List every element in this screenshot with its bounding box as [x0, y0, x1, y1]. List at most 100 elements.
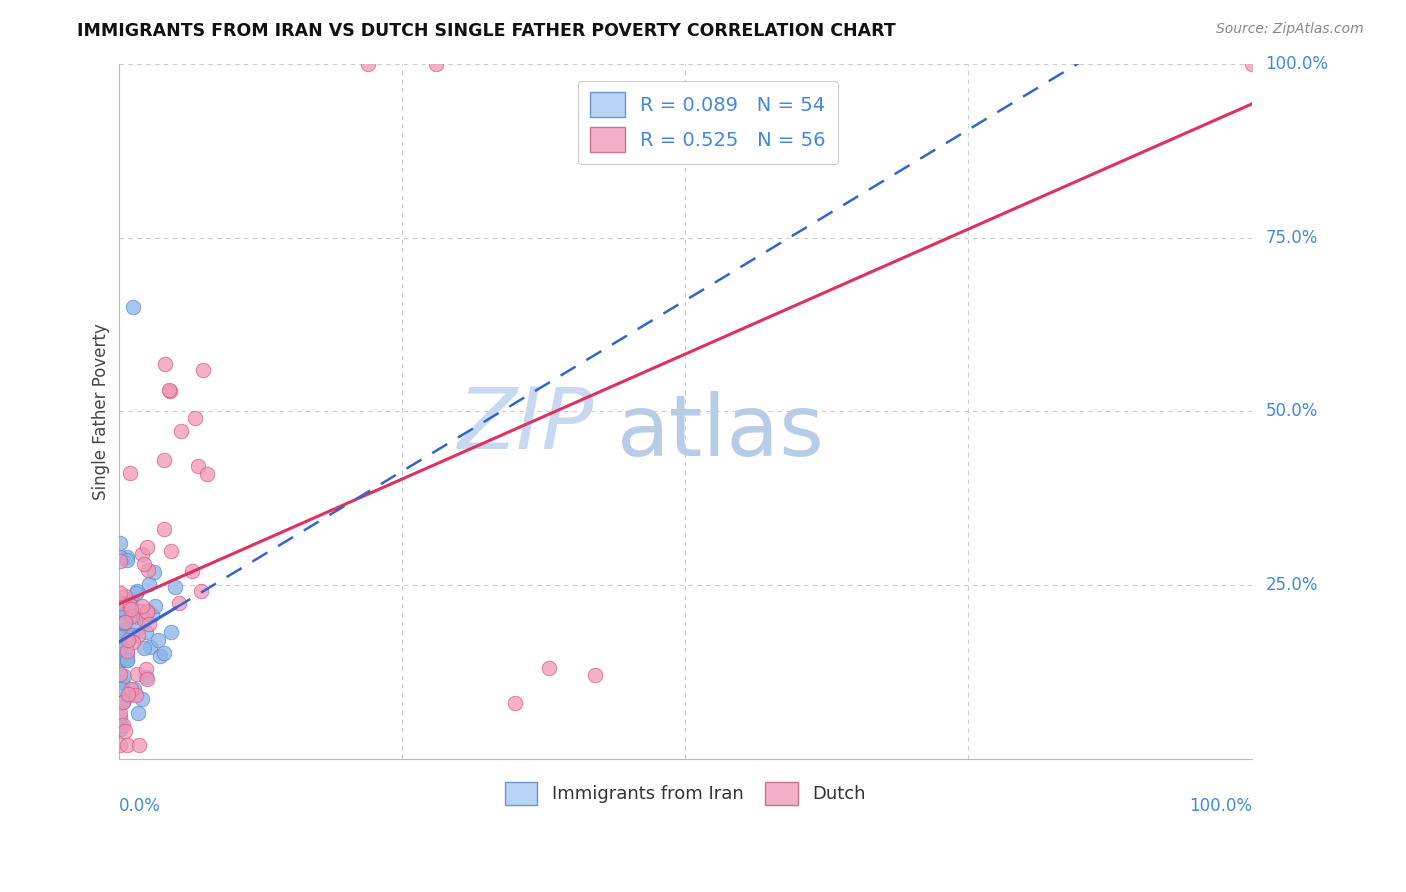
- Point: [153, 453, 176, 467]
- Point: [110, 586, 132, 600]
- Point: [138, 617, 160, 632]
- Text: 100.0%: 100.0%: [1265, 55, 1329, 73]
- Point: [193, 363, 215, 377]
- Point: [112, 669, 135, 683]
- Point: [111, 695, 134, 709]
- Point: [110, 667, 132, 681]
- Point: [136, 605, 159, 619]
- Point: [148, 633, 170, 648]
- Point: [115, 653, 138, 667]
- Point: [187, 458, 209, 473]
- Point: [190, 584, 212, 599]
- Point: [120, 681, 142, 696]
- Point: [115, 644, 138, 658]
- Point: [111, 695, 134, 709]
- Text: 100.0%: 100.0%: [1188, 797, 1251, 815]
- Point: [160, 543, 183, 558]
- Point: [122, 300, 145, 314]
- Point: [153, 357, 176, 371]
- Point: [127, 706, 149, 721]
- Point: [159, 384, 181, 398]
- Point: [120, 599, 142, 613]
- Point: [115, 653, 138, 667]
- Point: [121, 628, 143, 642]
- Point: [118, 597, 141, 611]
- Point: [125, 688, 148, 702]
- Point: [135, 604, 157, 618]
- Point: [128, 738, 150, 752]
- Point: [111, 615, 134, 630]
- Point: [121, 608, 143, 623]
- Point: [110, 710, 132, 724]
- Point: [121, 635, 143, 649]
- Text: ZIP: ZIP: [458, 384, 595, 467]
- Point: [135, 672, 157, 686]
- Point: [136, 541, 159, 555]
- Point: [108, 549, 131, 564]
- Point: [195, 467, 218, 482]
- Point: [124, 610, 146, 624]
- Point: [131, 547, 153, 561]
- Point: [425, 57, 447, 71]
- Point: [538, 661, 561, 675]
- Point: [111, 601, 134, 615]
- Y-axis label: Single Father Poverty: Single Father Poverty: [93, 323, 110, 500]
- Point: [108, 722, 131, 736]
- Point: [111, 623, 134, 637]
- Text: IMMIGRANTS FROM IRAN VS DUTCH SINGLE FATHER POVERTY CORRELATION CHART: IMMIGRANTS FROM IRAN VS DUTCH SINGLE FAT…: [77, 22, 896, 40]
- Point: [152, 522, 174, 536]
- Point: [357, 57, 380, 71]
- Text: atlas: atlas: [617, 391, 825, 474]
- Point: [115, 550, 138, 565]
- Point: [153, 646, 176, 660]
- Point: [108, 638, 131, 652]
- Point: [108, 637, 131, 651]
- Point: [111, 718, 134, 732]
- Point: [110, 719, 132, 733]
- Point: [110, 706, 132, 720]
- Point: [149, 649, 172, 664]
- Point: [138, 577, 160, 591]
- Point: [114, 589, 136, 603]
- Point: [125, 583, 148, 598]
- Point: [141, 608, 163, 623]
- Point: [131, 691, 153, 706]
- Point: [110, 536, 132, 550]
- Point: [108, 597, 131, 611]
- Point: [120, 602, 142, 616]
- Point: [160, 625, 183, 640]
- Point: [111, 675, 134, 690]
- Point: [122, 681, 145, 696]
- Point: [117, 687, 139, 701]
- Text: 75.0%: 75.0%: [1265, 229, 1317, 247]
- Point: [132, 614, 155, 628]
- Point: [114, 609, 136, 624]
- Text: 0.0%: 0.0%: [118, 797, 160, 815]
- Point: [127, 628, 149, 642]
- Point: [118, 466, 141, 480]
- Point: [115, 553, 138, 567]
- Point: [125, 666, 148, 681]
- Point: [115, 738, 138, 752]
- Point: [134, 641, 156, 656]
- Point: [112, 651, 135, 665]
- Point: [135, 670, 157, 684]
- Point: [181, 565, 204, 579]
- Point: [131, 599, 153, 613]
- Point: [114, 607, 136, 621]
- Point: [157, 383, 180, 397]
- Point: [108, 738, 131, 752]
- Point: [583, 668, 606, 682]
- Point: [114, 615, 136, 629]
- Point: [131, 604, 153, 618]
- Point: [1240, 57, 1263, 71]
- Point: [108, 627, 131, 641]
- Text: 50.0%: 50.0%: [1265, 402, 1317, 420]
- Point: [138, 563, 160, 577]
- Point: [169, 424, 191, 438]
- Text: 25.0%: 25.0%: [1265, 576, 1317, 594]
- Point: [108, 554, 131, 568]
- Point: [112, 615, 135, 630]
- Point: [503, 696, 526, 710]
- Point: [142, 565, 165, 579]
